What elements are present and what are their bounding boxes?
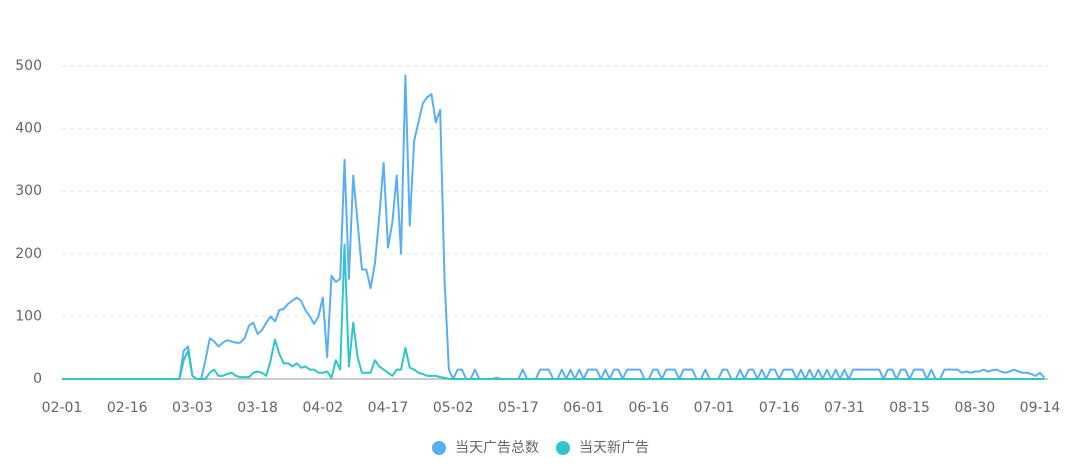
x-tick-label: 08-15	[889, 400, 930, 416]
x-tick-label: 04-02	[302, 400, 343, 416]
y-tick-label: 400	[15, 121, 42, 137]
x-tick-label: 05-17	[498, 400, 539, 416]
legend-marker	[432, 441, 446, 455]
y-tick-label: 500	[15, 58, 42, 74]
y-tick-label: 300	[15, 183, 42, 199]
legend-marker	[556, 441, 570, 455]
x-tick-label: 03-03	[172, 400, 213, 416]
x-tick-label: 02-16	[107, 400, 148, 416]
x-tick-label: 07-16	[759, 400, 800, 416]
x-tick-label: 07-31	[824, 400, 865, 416]
x-tick-label: 06-01	[563, 400, 604, 416]
y-tick-label: 200	[15, 246, 42, 262]
x-tick-label: 08-30	[954, 400, 995, 416]
x-tick-label: 04-17	[368, 400, 409, 416]
legend-label: 当天新广告	[579, 440, 649, 456]
x-tick-label: 03-18	[237, 400, 278, 416]
x-tick-label: 05-02	[433, 400, 474, 416]
x-tick-label: 02-01	[42, 400, 83, 416]
x-tick-label: 09-14	[1020, 400, 1061, 416]
x-tick-label: 06-16	[628, 400, 669, 416]
legend: 当天广告总数 当天新广告	[432, 440, 649, 456]
line-series	[62, 243, 1045, 380]
x-tick-label: 07-01	[694, 400, 735, 416]
y-tick-label: 100	[15, 308, 42, 324]
y-tick-label: 0	[33, 371, 42, 387]
legend-label: 当天广告总数	[455, 440, 539, 456]
line-series	[62, 74, 1046, 380]
